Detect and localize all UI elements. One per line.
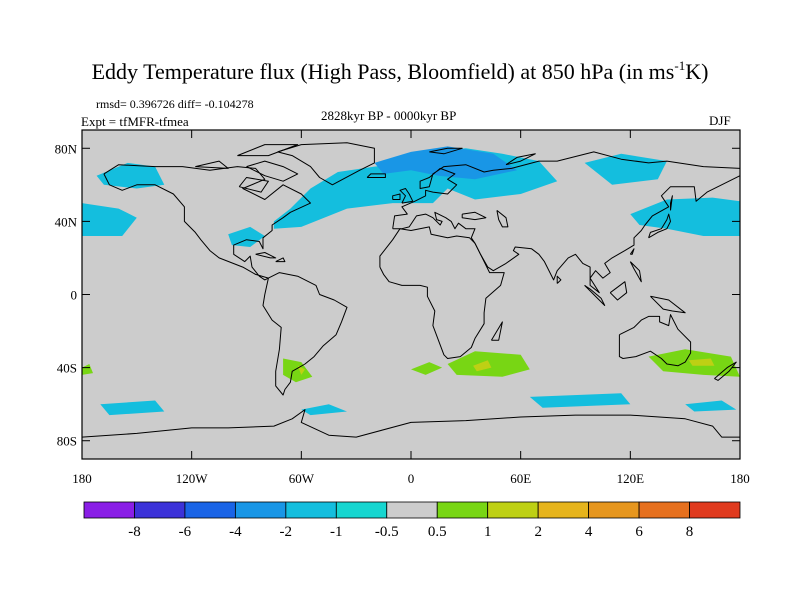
coastline-victoria-island: [195, 160, 229, 169]
colorbar-swatch: [134, 501, 186, 519]
coastline-africa: [379, 226, 505, 359]
colorbar-swatch: [588, 501, 640, 519]
plot-title: Eddy Temperature flux (High Pass, Bloomf…: [0, 58, 800, 85]
coastline-japan: [648, 213, 671, 239]
colorbar-swatch: [689, 501, 741, 519]
y-tick-label: 80N: [55, 141, 78, 156]
coastline-hudson-bay: [238, 177, 269, 193]
contour-region-south-atlantic-west-positive: [411, 362, 443, 375]
coastline-borneo: [609, 281, 628, 301]
coastline-svalbard: [429, 147, 463, 155]
coastline-baffin-island: [246, 160, 299, 182]
colorbar-swatch: [537, 501, 590, 519]
y-tick-label: 40S: [57, 361, 77, 376]
contour-region-alaska-negative: [96, 162, 165, 189]
x-tick-label: 60W: [289, 471, 315, 486]
coastline-greenland: [277, 142, 375, 186]
contour-fill-layer: [82, 146, 740, 416]
season-label: DJF: [709, 113, 731, 128]
coastline-hispaniola: [275, 257, 286, 263]
contour-region-north-pacific-east-negative: [82, 203, 137, 236]
colorbar-label: 0.5: [428, 524, 447, 540]
coastline-new-zealand: [714, 361, 737, 381]
contour-region-north-pacific-west-negative: [630, 197, 740, 236]
y-tick-label: 80S: [57, 434, 77, 449]
coastline-cuba: [255, 252, 277, 259]
coastline-iceland: [366, 173, 386, 178]
contour-region-southern-ocean-atlantic-negative: [301, 404, 347, 416]
colorbar-swatch: [386, 501, 438, 519]
rmsd-diff-label: rmsd= 0.396726 diff= -0.104278: [96, 97, 254, 111]
coastline-sri-lanka: [556, 275, 562, 284]
coastline-south-america: [262, 272, 348, 396]
coastline-north-america: [103, 164, 311, 281]
contour-region-siberia-negative: [584, 153, 667, 185]
colorbar-swatch: [335, 501, 388, 519]
x-tick-label: 120W: [176, 471, 209, 486]
colorbar-swatch: [285, 501, 337, 519]
coastline-caspian-sea: [496, 210, 509, 228]
contour-region-southern-ocean-pacific-negative: [100, 400, 165, 416]
colorbar-label: 8: [686, 524, 694, 540]
colorbar-label: 1: [484, 524, 492, 540]
coastline-antarctica: [82, 409, 740, 438]
x-tick-label: 120E: [617, 471, 645, 486]
x-tick-label: 60E: [510, 471, 531, 486]
coastline-sakhalin: [670, 195, 673, 211]
colorbar-label: -2: [280, 524, 293, 540]
colorbar-label: -0.5: [375, 524, 399, 540]
coastline-philippines: [629, 261, 642, 283]
y-tick-label: 40N: [55, 214, 78, 229]
experiment-label: Expt = tfMFR-tfmea: [81, 114, 189, 129]
coastline-taiwan: [629, 248, 635, 255]
colorbar-label: 4: [585, 524, 593, 540]
contour-region-southern-ocean-indian-negative: [529, 393, 631, 408]
plot-title-main: Eddy Temperature flux (High Pass, Bloomf…: [91, 59, 675, 84]
colorbar-swatch: [638, 501, 690, 519]
contour-region-patagonia-positive: [283, 358, 313, 383]
axis-layer: 180 120W 60W 0 60E 120E 180 80N 40N 0 40S 80S: [55, 130, 750, 486]
contour-region-southern-ocean-east-negative: [685, 400, 737, 412]
coastline-ireland: [392, 193, 401, 200]
colorbar-label: 6: [635, 524, 643, 540]
plot-title-tail: K): [685, 59, 709, 84]
coastline-australia: [618, 314, 692, 367]
period-label: 2828kyr BP - 0000kyr BP: [321, 108, 457, 123]
y-tick-label: 0: [71, 288, 78, 303]
coastline-ellesmere-island: [237, 144, 299, 157]
coastline-madagascar: [490, 321, 503, 341]
colorbar-label: 2: [534, 524, 542, 540]
contour-region-south-atlantic-core: [473, 360, 492, 372]
colorbar-swatch: [184, 501, 236, 519]
colorbar-label: -1: [330, 524, 343, 540]
x-tick-label: 0: [408, 471, 415, 486]
x-tick-label: 180: [72, 471, 92, 486]
x-tick-label: 180: [730, 471, 750, 486]
coastline-novaya-zemlya: [505, 153, 536, 166]
colorbar-label: -4: [229, 524, 242, 540]
contour-region-east-pacific-south-positive: [82, 364, 93, 375]
colorbar-label: -8: [128, 524, 141, 540]
plot-title-exponent: -1: [674, 58, 686, 73]
coastline-new-guinea: [650, 295, 686, 314]
coastline-layer: [82, 142, 740, 438]
colorbar-swatch: [234, 501, 287, 519]
colorbar-swatch: [83, 501, 135, 519]
colorbar-swatch: [487, 501, 539, 519]
coastline-black-sea: [461, 211, 487, 221]
colorbar: -8 -6 -4 -2 -1 -0.5 0.5 1 2 4 6 8: [83, 501, 741, 540]
coastline-great-britain: [399, 188, 414, 204]
contour-region-gulf-mexico-negative: [228, 226, 265, 247]
colorbar-swatch: [436, 501, 489, 519]
contour-region-patagonia-core: [297, 365, 305, 375]
coastline-sumatra: [584, 284, 606, 306]
coastline-eurasia: [392, 151, 740, 294]
contour-region-australia-core: [688, 358, 715, 366]
colorbar-label: -6: [179, 524, 192, 540]
